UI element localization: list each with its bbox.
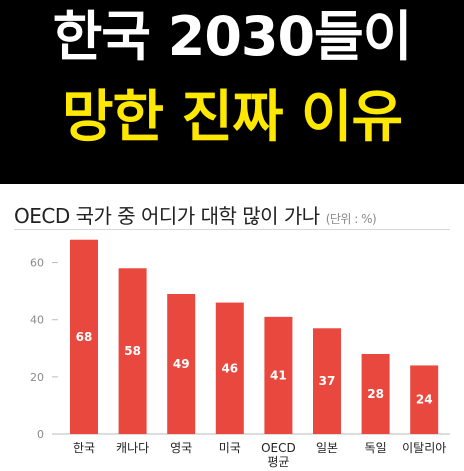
category-label: 미국 — [219, 441, 241, 455]
bar-value-label: 68 — [76, 330, 93, 344]
bar-value-label: 37 — [319, 374, 336, 388]
bar-value-label: 41 — [270, 368, 287, 382]
bar-value-label: 46 — [221, 361, 238, 375]
headline-line-1: 한국 2030들이 — [52, 5, 413, 68]
y-tick-label: 40 — [30, 314, 44, 327]
category-label: 한국 — [73, 441, 95, 455]
category-label: 평균 — [267, 455, 289, 469]
chart-unit: (단위 : %) — [325, 212, 377, 226]
bar-value-label: 58 — [124, 344, 141, 358]
category-label: 독일 — [365, 441, 387, 455]
y-tick-label: 60 — [30, 257, 44, 270]
category-label: OECD — [261, 441, 296, 455]
bar — [70, 239, 98, 434]
title-divider — [14, 229, 450, 230]
y-tick-label: 20 — [30, 371, 44, 384]
bar — [361, 354, 390, 434]
bar — [118, 268, 147, 434]
headline-line-2: 망한 진짜 이유 — [61, 85, 403, 150]
bar — [313, 328, 341, 434]
category-label: 캐나다 — [116, 441, 149, 455]
bar — [264, 316, 293, 434]
category-label: 일본 — [316, 441, 338, 455]
chart-title-block: OECD 국가 중 어디가 대학 많이 가나 (단위 : %) — [14, 200, 377, 229]
bar-value-label: 24 — [416, 393, 433, 407]
category-label: 이탈리아 — [402, 441, 446, 455]
category-label: 영국 — [170, 441, 192, 455]
bar — [167, 294, 196, 434]
headline-banner: 한국 2030들이 망한 진짜 이유 — [0, 0, 464, 184]
chart-title: OECD 국가 중 어디가 대학 많이 가나 — [14, 204, 320, 228]
y-tick-label: 0 — [37, 428, 44, 441]
bar — [215, 302, 244, 434]
bar-value-label: 28 — [367, 387, 384, 401]
bar — [410, 365, 439, 434]
bar-value-label: 49 — [173, 357, 190, 371]
